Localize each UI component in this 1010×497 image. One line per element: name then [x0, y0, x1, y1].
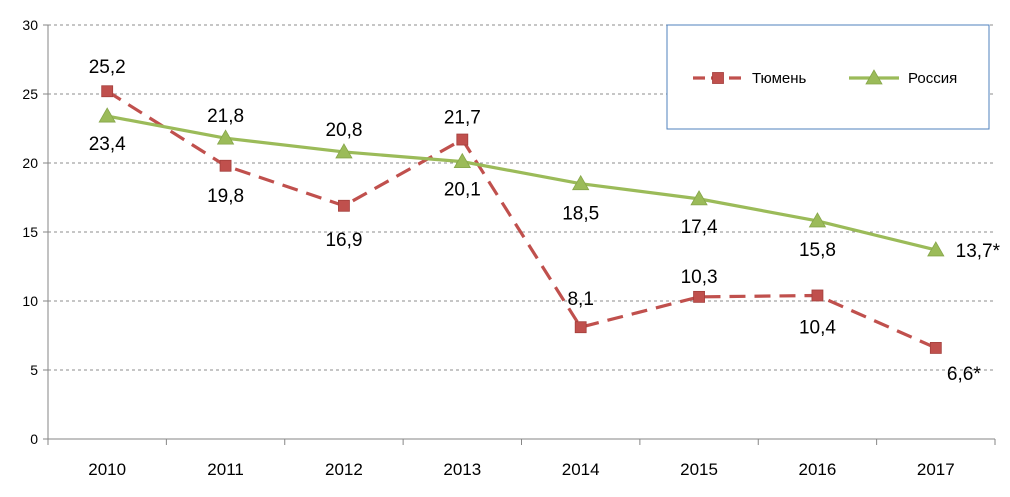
data-label-russia: 20,8 — [325, 120, 362, 141]
series-group — [98, 85, 945, 354]
point-russia — [216, 129, 235, 145]
point-tyumen — [101, 85, 114, 98]
point-tyumen — [219, 159, 232, 172]
data-label-russia: 17,4 — [681, 217, 718, 238]
data-label-tyumen: 8,1 — [567, 289, 593, 310]
y-tick-label: 30 — [22, 17, 38, 33]
y-tick-label: 20 — [22, 155, 38, 171]
point-russia — [927, 241, 945, 257]
point-russia — [98, 107, 116, 123]
x-tick-label: 2014 — [562, 460, 600, 479]
x-tick-label: 2011 — [207, 460, 244, 479]
legend-label-tyumen: Тюмень — [752, 70, 807, 87]
point-tyumen — [693, 290, 705, 303]
series-line-russia — [106, 114, 937, 252]
point-tyumen — [338, 199, 350, 212]
data-label-russia: 21,8 — [207, 106, 244, 127]
data-label-tyumen: 25,2 — [89, 57, 126, 78]
point-russia — [808, 212, 827, 228]
data-label-russia: 15,8 — [799, 240, 836, 261]
data-label-tyumen: 19,8 — [207, 186, 244, 207]
x-tick-label: 2013 — [443, 460, 481, 479]
y-tick-label: 5 — [30, 362, 38, 378]
x-tick-label: 2017 — [917, 460, 955, 479]
point-tyumen — [574, 321, 587, 334]
point-tyumen — [811, 289, 824, 302]
point-russia — [453, 152, 472, 169]
x-tick-label: 2015 — [680, 460, 718, 479]
data-label-russia: 18,5 — [562, 204, 599, 225]
data-labels: 25,2 19,8 16,9 21,7 8,1 10,3 10,4 6,6* 23,4 21,8 2… — [89, 57, 1001, 385]
point-russia — [571, 174, 590, 191]
data-label-russia: 23,4 — [89, 134, 126, 155]
data-label-russia: 20,1 — [444, 180, 481, 201]
data-label-tyumen: 16,9 — [325, 230, 362, 251]
legend-marker-russia — [865, 69, 883, 85]
legend: Тюмень Россия — [666, 24, 990, 130]
point-russia — [335, 143, 353, 159]
y-tick-label: 15 — [22, 224, 38, 240]
data-label-tyumen: 10,4 — [799, 317, 836, 338]
data-label-tyumen: 10,3 — [681, 267, 718, 288]
point-tyumen — [456, 133, 469, 146]
y-tick-label: 10 — [22, 293, 38, 309]
x-tick-label: 2012 — [325, 460, 363, 479]
point-russia — [690, 190, 708, 206]
legend-marker-tyumen — [712, 72, 724, 84]
y-tick-label: 25 — [22, 86, 38, 102]
legend-label-russia: Россия — [908, 70, 957, 87]
x-tick-label: 2010 — [88, 460, 126, 479]
y-tick-label: 0 — [30, 431, 38, 447]
x-axis: 2010 2011 2012 2013 2014 2015 2016 2017 — [47, 438, 996, 479]
gridlines — [48, 24, 995, 371]
y-axis: 0 5 10 15 20 25 30 — [22, 17, 49, 447]
data-label-russia: 13,7* — [956, 241, 1001, 262]
point-tyumen — [929, 342, 942, 354]
x-tick-label: 2016 — [799, 460, 837, 479]
data-label-tyumen: 21,7 — [444, 108, 481, 129]
data-label-tyumen: 6,6* — [947, 364, 981, 385]
series-line-tyumen — [106, 89, 937, 350]
